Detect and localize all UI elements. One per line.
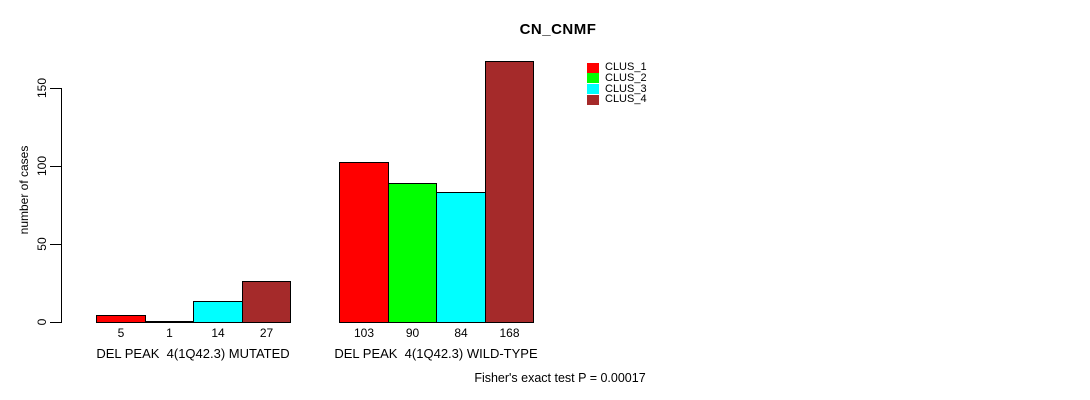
bar-clus_2-group1 [145, 321, 194, 323]
bar-value-label: 168 [499, 326, 520, 340]
bar-clus_4-group1 [242, 281, 291, 323]
legend-swatch-clus_4 [587, 94, 599, 105]
bar-clus_3-group1 [193, 301, 243, 323]
bar-value-label: 1 [166, 326, 173, 340]
y-axis-line [61, 88, 62, 323]
y-axis-label: number of cases [17, 145, 31, 235]
legend-item-clus_1: CLUS_1 [587, 62, 647, 73]
bar-clus_1-group2 [339, 162, 389, 323]
y-tick-label: 50 [35, 237, 49, 251]
legend: CLUS_1 CLUS_2 CLUS_3 CLUS_4 [587, 62, 707, 108]
bar-value-label: 103 [353, 326, 375, 340]
fisher-test-annotation: Fisher's exact test P = 0.00017 [474, 371, 646, 385]
bar-value-label: 84 [454, 326, 468, 340]
chart-title: CN_CNMF [519, 21, 597, 38]
y-tick-mark [50, 244, 61, 245]
x-category-label-mutated: DEL PEAK 4(1Q42.3) MUTATED [96, 346, 290, 361]
bar-value-label: 90 [405, 326, 420, 340]
legend-label: CLUS_2 [605, 71, 647, 84]
x-category-label-wildtype: DEL PEAK 4(1Q42.3) WILD-TYPE [334, 346, 538, 361]
legend-item-clus_2: CLUS_2 [587, 71, 647, 84]
bar-clus_4-group2 [485, 61, 534, 323]
legend-label: CLUS_3 [605, 82, 647, 95]
y-tick-mark [50, 166, 61, 167]
legend-label: CLUS_4 [605, 93, 647, 106]
y-tick-label: 0 [35, 318, 49, 326]
y-tick-mark [50, 88, 61, 89]
bar-clus_3-group2 [436, 192, 486, 323]
y-tick-mark [50, 322, 61, 323]
legend-swatch-clus_1 [587, 62, 599, 73]
y-tick-label: 150 [35, 77, 49, 99]
legend-label: CLUS_1 [605, 61, 647, 73]
bar-value-label: 5 [117, 326, 125, 340]
bar-value-label: 14 [211, 326, 225, 340]
legend-item-clus_3: CLUS_3 [587, 82, 647, 95]
bar-clus_1-group1 [96, 315, 146, 323]
legend-item-clus_4: CLUS_4 [587, 94, 647, 105]
bar-value-label: 27 [259, 326, 274, 340]
y-tick-label: 100 [35, 155, 49, 177]
bar-clus_2-group2 [388, 183, 437, 323]
legend-swatch-clus_2 [587, 73, 599, 84]
legend-swatch-clus_3 [587, 84, 599, 95]
